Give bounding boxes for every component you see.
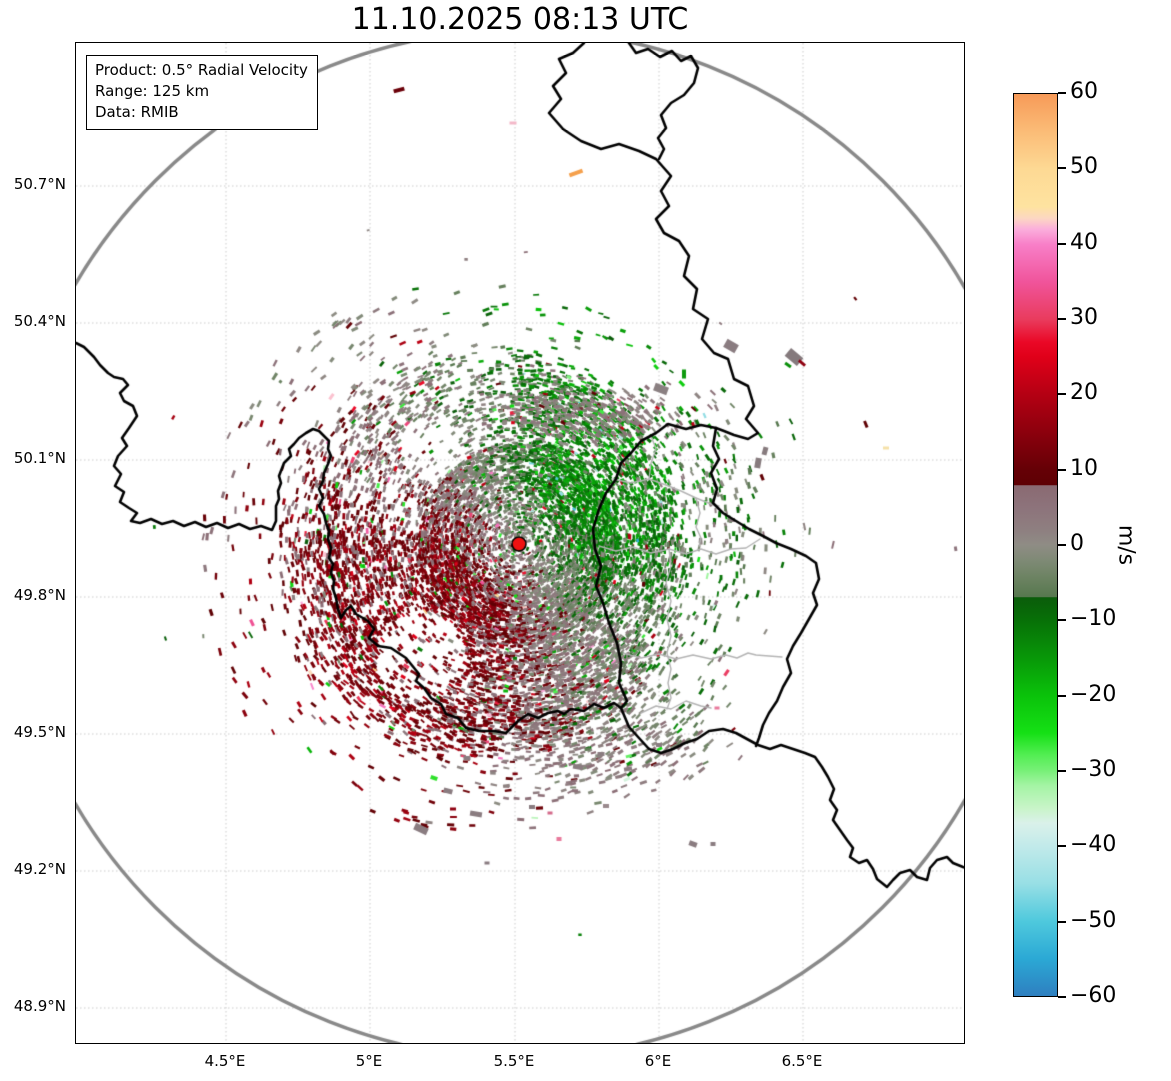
colorbar-tick [1058, 167, 1066, 170]
y-axis-tick-label: 50.7°N [13, 175, 66, 193]
colorbar-tick-label: 60 [1070, 79, 1098, 104]
colorbar-tick [1058, 770, 1066, 772]
colorbar-tick [1058, 694, 1066, 697]
info-line-range: Range: 125 km [95, 82, 210, 100]
y-axis-tick-label: 48.9°N [13, 997, 66, 1015]
x-axis-tick-label: 5°E [355, 1052, 383, 1070]
radar-map-canvas [76, 43, 964, 1043]
colorbar-tick [1058, 996, 1066, 998]
colorbar-tick-label: −50 [1070, 907, 1117, 933]
colorbar-tick [1058, 619, 1066, 622]
colorbar [1013, 93, 1058, 997]
colorbar-unit-label: m/s [1113, 524, 1139, 566]
y-axis-tick-label: 50.1°N [13, 449, 66, 467]
info-line-data-source: Data: RMIB [95, 103, 179, 121]
colorbar-tick-label: 30 [1070, 305, 1098, 330]
info-line-product: Product: 0.5° Radial Velocity [95, 61, 308, 79]
colorbar-tick-label: 10 [1070, 455, 1098, 481]
x-axis-tick-label: 4.5°E [204, 1052, 246, 1070]
colorbar-tick [1058, 92, 1066, 94]
colorbar-tick-label: −20 [1070, 681, 1117, 707]
colorbar-tick [1058, 242, 1066, 245]
colorbar-tick-label: 0 [1070, 531, 1084, 556]
colorbar-tick-label: 50 [1070, 154, 1098, 180]
colorbar-tick-label: −60 [1070, 983, 1117, 1008]
y-axis-tick-label: 49.5°N [13, 723, 66, 741]
x-axis-tick-label: 6°E [644, 1052, 672, 1070]
colorbar-tick [1058, 468, 1066, 471]
colorbar-tick [1058, 920, 1066, 923]
colorbar-tick [1058, 544, 1066, 546]
colorbar-tick-label: 20 [1070, 380, 1098, 406]
colorbar-tick-label: −40 [1070, 832, 1117, 858]
y-axis-tick-label: 50.4°N [13, 312, 66, 330]
map-plot-area: Product: 0.5° Radial Velocity Range: 125… [75, 42, 965, 1044]
colorbar-tick-label: 40 [1070, 229, 1098, 255]
y-axis-tick-label: 49.8°N [13, 586, 66, 604]
x-axis-tick-label: 5.5°E [493, 1052, 535, 1070]
colorbar-tick-label: −10 [1070, 606, 1117, 632]
x-axis-tick-label: 6.5°E [781, 1052, 823, 1070]
plot-title: 11.10.2025 08:13 UTC [351, 2, 689, 37]
colorbar-tick [1058, 845, 1066, 848]
colorbar-tick-label: −30 [1070, 757, 1117, 782]
info-box: Product: 0.5° Radial Velocity Range: 125… [86, 55, 318, 130]
colorbar-tick [1058, 393, 1066, 396]
y-axis-tick-label: 49.2°N [13, 860, 66, 878]
colorbar-tick [1058, 318, 1066, 320]
